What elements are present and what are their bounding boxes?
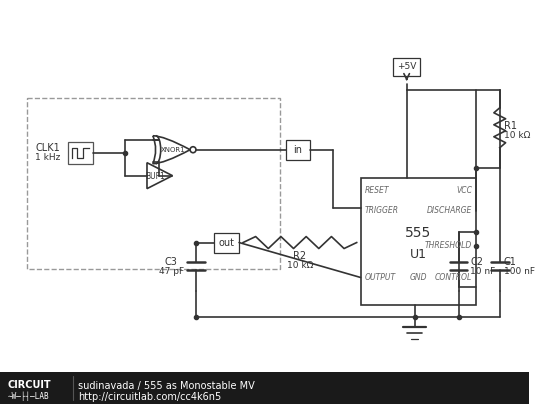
Bar: [68, 142, 93, 164]
Text: C2: C2: [470, 256, 483, 266]
Text: C1: C1: [504, 256, 517, 266]
Text: XNOR1: XNOR1: [161, 147, 186, 153]
Text: 10 nF: 10 nF: [470, 267, 496, 276]
Text: R1: R1: [504, 121, 517, 131]
Text: OUTPUT: OUTPUT: [364, 273, 396, 282]
Text: TRIGGER: TRIGGER: [364, 206, 399, 215]
Text: CLK1: CLK1: [35, 143, 60, 153]
Bar: [214, 232, 239, 253]
Bar: [28, 98, 280, 269]
Text: http://circuitlab.com/cc4k6n5: http://circuitlab.com/cc4k6n5: [78, 392, 221, 402]
Text: U1: U1: [410, 248, 427, 261]
Text: RESET: RESET: [364, 186, 389, 195]
Text: +5V: +5V: [397, 62, 416, 71]
Text: sudinavada / 555 as Monostable MV: sudinavada / 555 as Monostable MV: [78, 381, 255, 391]
Text: 10 kΩ: 10 kΩ: [504, 131, 530, 140]
Text: ∼W─├┤─LAB: ∼W─├┤─LAB: [8, 391, 50, 401]
Text: C3: C3: [165, 256, 178, 266]
Text: 47 pF: 47 pF: [159, 267, 184, 276]
Bar: [0, 372, 529, 404]
Text: CIRCUIT: CIRCUIT: [8, 380, 51, 390]
Text: DISCHARGE: DISCHARGE: [427, 206, 472, 215]
Text: in: in: [293, 145, 302, 155]
Text: 555: 555: [406, 226, 431, 240]
Text: R2: R2: [293, 251, 306, 260]
Text: GND: GND: [410, 273, 427, 282]
Text: 1 kHz: 1 kHz: [35, 153, 60, 162]
Text: out: out: [218, 238, 234, 247]
Text: VCC: VCC: [456, 186, 472, 195]
Text: 10 kΩ: 10 kΩ: [287, 261, 313, 270]
Text: 100 nF: 100 nF: [504, 267, 535, 276]
Bar: [286, 140, 309, 160]
PathPatch shape: [153, 136, 190, 164]
Bar: [361, 178, 476, 305]
Text: THRESHOLD: THRESHOLD: [425, 241, 472, 250]
Bar: [393, 58, 420, 76]
Text: CONTROL: CONTROL: [435, 273, 472, 282]
Text: BUF1: BUF1: [145, 172, 165, 181]
